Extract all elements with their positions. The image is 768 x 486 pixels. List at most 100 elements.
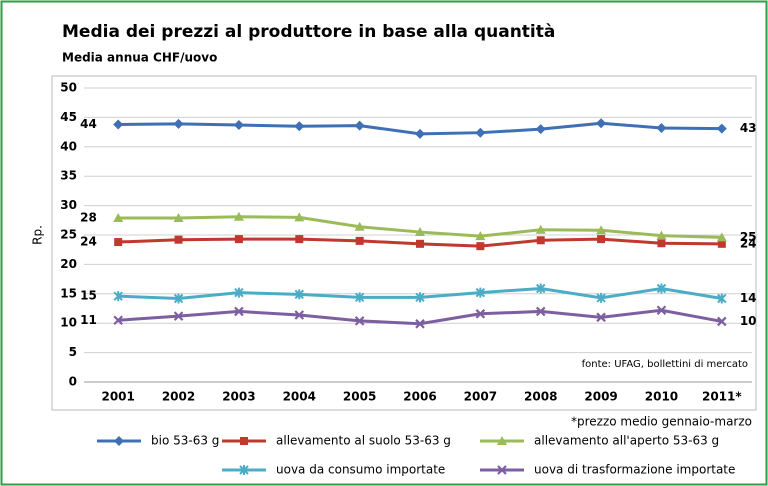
y-tick-label: 30 bbox=[60, 198, 77, 212]
point bbox=[717, 293, 727, 304]
y-tick-label: 5 bbox=[69, 345, 77, 359]
x-tick-label: 2011* bbox=[702, 390, 742, 404]
point bbox=[234, 235, 243, 244]
point bbox=[294, 121, 305, 132]
point bbox=[354, 120, 365, 131]
point bbox=[233, 211, 244, 221]
point bbox=[475, 287, 486, 298]
value-label: 11 bbox=[80, 313, 97, 327]
legend-label: allevamento al suolo 53-63 g bbox=[276, 434, 451, 448]
point bbox=[717, 239, 726, 248]
x-tick-label: 2002 bbox=[162, 390, 195, 404]
point bbox=[354, 292, 365, 303]
y-tick-label: 0 bbox=[69, 375, 77, 389]
point bbox=[416, 239, 424, 248]
point bbox=[233, 120, 244, 131]
y-axis-label: Rp. bbox=[31, 225, 45, 245]
point bbox=[113, 212, 124, 222]
legend-marker bbox=[497, 465, 507, 475]
point bbox=[294, 310, 305, 320]
point bbox=[173, 118, 184, 129]
point bbox=[535, 224, 546, 234]
legend-label: uova di trasformazione importate bbox=[534, 463, 735, 477]
point bbox=[597, 235, 606, 244]
point bbox=[657, 239, 666, 248]
x-tick-label: 2004 bbox=[283, 390, 316, 404]
point bbox=[536, 283, 546, 294]
point bbox=[656, 230, 667, 240]
value-label: 25 bbox=[740, 230, 757, 244]
x-tick-label: 2010 bbox=[645, 390, 678, 404]
point bbox=[475, 127, 486, 138]
point bbox=[596, 225, 607, 235]
point bbox=[476, 242, 485, 251]
point bbox=[415, 292, 425, 303]
x-tick-label: 2001 bbox=[101, 390, 134, 404]
point bbox=[716, 232, 727, 242]
point bbox=[174, 235, 183, 244]
legend-marker bbox=[114, 436, 124, 446]
point bbox=[475, 231, 486, 241]
point bbox=[355, 236, 364, 245]
point bbox=[295, 235, 304, 244]
y-tick-label: 10 bbox=[60, 316, 77, 330]
y-tick-label: 40 bbox=[60, 139, 77, 153]
point bbox=[596, 292, 606, 303]
y-tick-label: 15 bbox=[60, 286, 77, 300]
y-tick-label: 25 bbox=[60, 228, 77, 242]
x-tick-label: 2009 bbox=[584, 390, 617, 404]
point bbox=[294, 289, 304, 300]
legend-marker bbox=[240, 437, 248, 445]
point bbox=[415, 319, 425, 329]
chart-subtitle: Media annua CHF/uovo bbox=[62, 51, 217, 65]
point bbox=[536, 236, 545, 245]
source-note: fonte: UFAG, bollettini di mercato bbox=[582, 359, 748, 370]
chart-title: Media dei prezzi al produttore in base a… bbox=[62, 22, 555, 42]
point bbox=[114, 238, 123, 247]
point bbox=[354, 316, 365, 326]
point bbox=[354, 221, 365, 231]
point bbox=[535, 124, 546, 135]
value-label: 14 bbox=[740, 291, 757, 305]
point bbox=[596, 312, 606, 323]
value-label: 28 bbox=[80, 210, 97, 224]
x-tick-label: 2005 bbox=[343, 390, 376, 404]
series-line bbox=[118, 308, 723, 326]
x-tick-label: 2008 bbox=[524, 390, 557, 404]
x-tick-label: 2007 bbox=[464, 390, 497, 404]
x-tick-label: 2006 bbox=[403, 390, 436, 404]
point bbox=[173, 293, 184, 304]
point bbox=[717, 316, 727, 327]
point bbox=[475, 309, 486, 319]
point bbox=[656, 305, 667, 316]
value-label: 43 bbox=[740, 121, 757, 135]
value-label: 10 bbox=[740, 314, 757, 328]
point bbox=[173, 311, 184, 321]
point bbox=[173, 212, 184, 222]
y-tick-label: 20 bbox=[60, 257, 77, 271]
legend-label: uova da consumo importate bbox=[276, 463, 445, 477]
point bbox=[415, 128, 425, 139]
point bbox=[656, 122, 667, 133]
value-label: 24 bbox=[80, 235, 97, 249]
y-tick-label: 35 bbox=[60, 169, 77, 183]
point bbox=[113, 291, 123, 302]
footnote: *prezzo medio gennaio-marzo bbox=[571, 415, 752, 429]
value-label: 24 bbox=[740, 236, 757, 250]
point bbox=[294, 212, 305, 222]
legend-label: allevamento all'aperto 53-63 g bbox=[534, 434, 719, 448]
y-tick-label: 50 bbox=[60, 81, 77, 95]
value-label: 44 bbox=[80, 117, 97, 131]
value-label: 15 bbox=[80, 289, 97, 303]
point bbox=[535, 306, 546, 317]
point bbox=[716, 123, 727, 134]
plot-frame bbox=[51, 75, 757, 411]
y-tick-label: 45 bbox=[60, 110, 77, 124]
legend-marker bbox=[239, 465, 249, 475]
point bbox=[656, 283, 667, 294]
point bbox=[415, 227, 425, 237]
point bbox=[234, 287, 244, 298]
legend-label: bio 53-63 g bbox=[151, 434, 219, 448]
point bbox=[113, 315, 123, 326]
